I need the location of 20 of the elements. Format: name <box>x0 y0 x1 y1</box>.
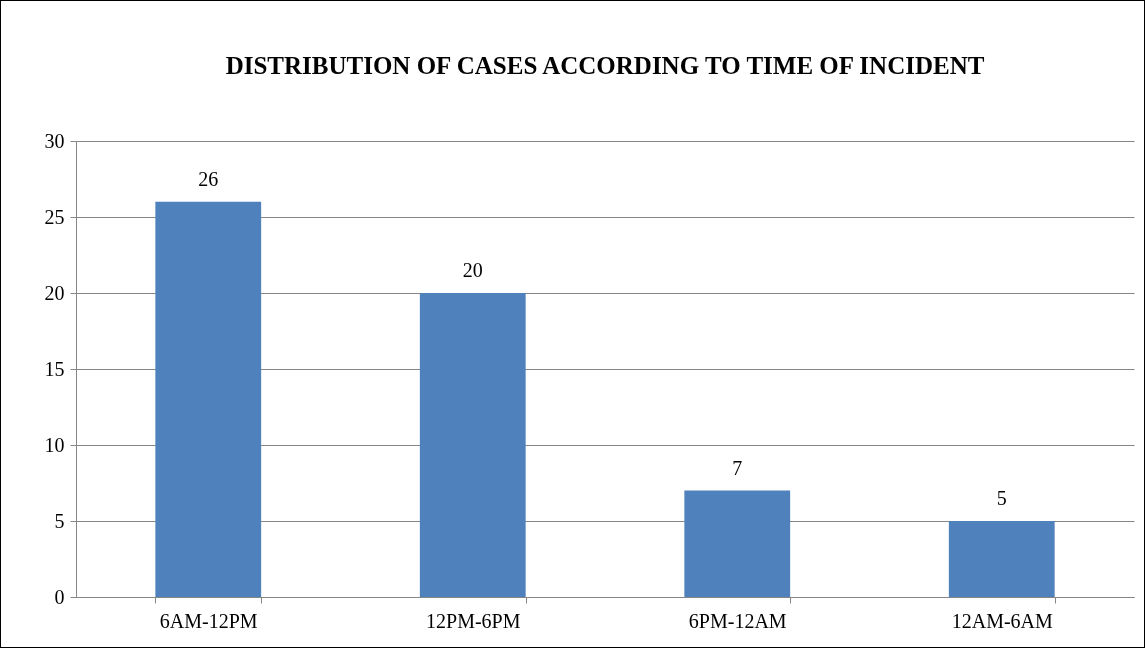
bar <box>684 490 791 597</box>
x-tick-label: 12PM-6PM <box>426 609 521 632</box>
x-tick-label: 6AM-12PM <box>159 609 258 632</box>
data-label: 20 <box>462 259 483 281</box>
data-label: 7 <box>732 456 743 479</box>
bar <box>419 293 526 597</box>
y-tick-label: 25 <box>44 205 65 228</box>
x-tick-label: 12AM-6AM <box>951 609 1054 632</box>
bar <box>155 201 262 597</box>
y-tick-label: 10 <box>44 433 65 456</box>
y-tick-label: 5 <box>54 509 65 532</box>
data-label: 5 <box>996 487 1007 509</box>
x-tick-label: 6PM-12AM <box>688 609 787 632</box>
y-tick-label: 0 <box>54 585 65 608</box>
chart-title: DISTRIBUTION OF CASES ACCORDING TO TIME OF INCIDENT <box>225 52 985 79</box>
data-label: 26 <box>198 167 219 190</box>
y-tick-label: 15 <box>44 357 65 380</box>
y-tick-label: 30 <box>44 129 65 152</box>
bar <box>948 521 1055 597</box>
y-tick-label: 20 <box>44 281 65 304</box>
